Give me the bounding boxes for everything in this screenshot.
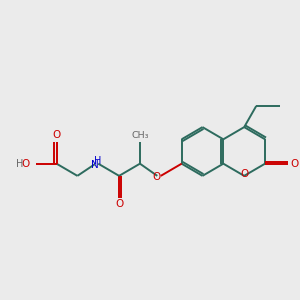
Text: H: H [94, 156, 101, 166]
Text: H: H [16, 159, 24, 169]
Text: O: O [290, 159, 298, 169]
Text: O: O [240, 169, 248, 179]
Text: O: O [115, 199, 123, 209]
Text: O: O [52, 130, 61, 140]
Text: CH₃: CH₃ [131, 131, 149, 140]
Text: O: O [21, 159, 30, 169]
Text: O: O [152, 172, 160, 182]
Text: N: N [91, 160, 98, 170]
